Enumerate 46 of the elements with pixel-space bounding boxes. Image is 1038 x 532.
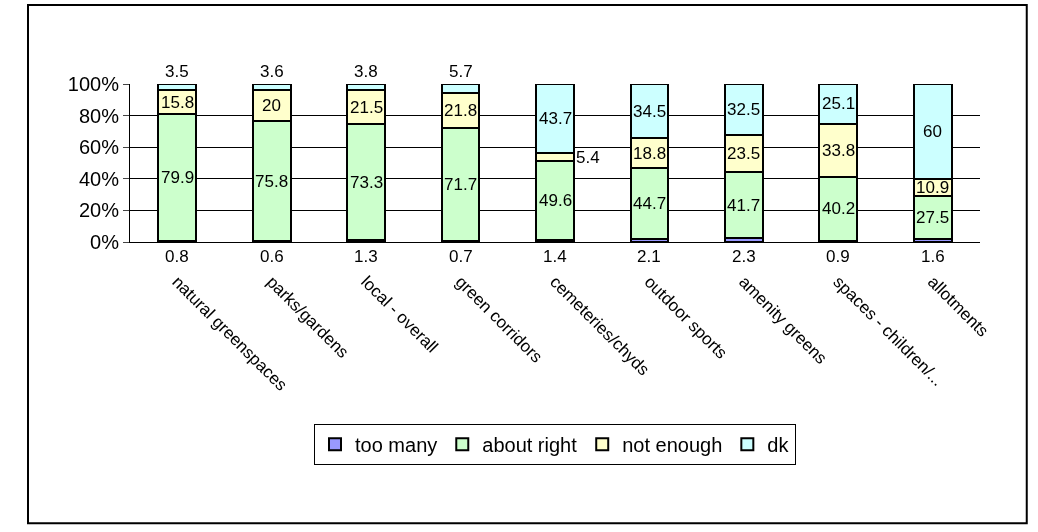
y-tick-label: 20% xyxy=(78,199,120,222)
data-label: 49.6 xyxy=(539,191,573,210)
data-label: 25.1 xyxy=(822,94,856,113)
data-label: 2.1 xyxy=(637,247,661,266)
data-label: 21.8 xyxy=(444,101,478,120)
data-label: 23.5 xyxy=(727,144,761,163)
data-label: 43.7 xyxy=(539,109,573,128)
data-label: 1.6 xyxy=(921,247,945,266)
data-label: 32.5 xyxy=(727,100,761,119)
data-label: 2.3 xyxy=(732,247,756,266)
y-tick-label: 40% xyxy=(78,167,120,190)
data-label: 3.8 xyxy=(354,62,378,81)
data-label: 3.6 xyxy=(260,62,284,81)
y-tick-label: 0% xyxy=(90,231,120,253)
data-label: 1.3 xyxy=(354,247,378,266)
data-label: 0.7 xyxy=(449,247,473,266)
data-label: 18.8 xyxy=(633,144,667,163)
data-label: 21.5 xyxy=(350,98,384,117)
data-label: 0.6 xyxy=(260,247,284,266)
data-label: 33.8 xyxy=(822,141,856,160)
y-tick-label: 60% xyxy=(78,136,120,159)
legend-label: too many xyxy=(355,434,438,456)
data-label: 0.9 xyxy=(826,247,850,266)
data-label: 1.4 xyxy=(543,247,567,266)
data-label: 34.5 xyxy=(633,102,667,121)
y-tick-label: 80% xyxy=(78,104,120,127)
data-label: 5.4 xyxy=(576,148,600,167)
data-label: 44.7 xyxy=(633,194,667,213)
data-label: 3.5 xyxy=(165,62,189,81)
data-label: 75.8 xyxy=(255,172,289,191)
data-label: 15.8 xyxy=(161,93,195,112)
data-label: 10.9 xyxy=(916,178,950,197)
data-label: 60 xyxy=(923,122,942,141)
y-tick-label: 100% xyxy=(67,73,120,95)
legend-label: about right xyxy=(482,434,578,456)
data-label: 0.8 xyxy=(165,247,189,266)
data-label: 20 xyxy=(262,96,281,115)
legend-label: not enough xyxy=(622,434,723,456)
data-label: 71.7 xyxy=(444,175,478,194)
data-label: 79.9 xyxy=(161,168,195,187)
data-label: 73.3 xyxy=(350,173,384,192)
data-label: 40.2 xyxy=(822,199,856,218)
data-label: 5.7 xyxy=(449,62,473,81)
data-label: 41.7 xyxy=(727,196,761,215)
data-label: 27.5 xyxy=(916,208,950,227)
legend-label: dk xyxy=(767,434,790,456)
